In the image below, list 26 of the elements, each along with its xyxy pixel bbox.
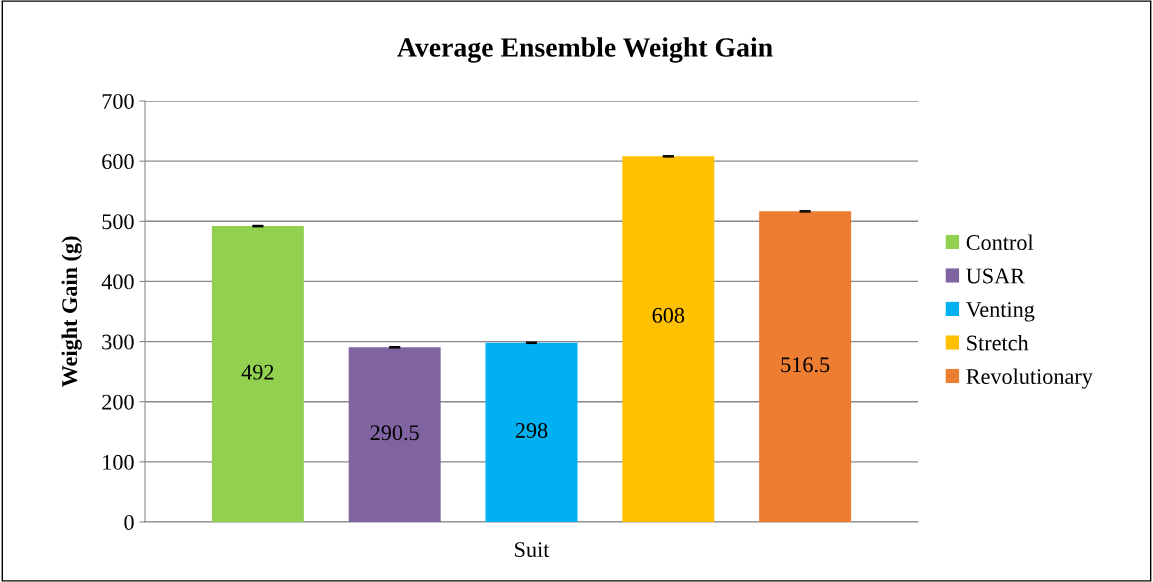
data-label: 516.5 [781, 357, 830, 373]
data-label: 492 [241, 364, 274, 380]
y-tick-label: 0 [124, 514, 134, 530]
y-tick-label: 700 [102, 93, 134, 109]
bar [759, 211, 852, 522]
legend-label: Revolutionary [966, 368, 1093, 389]
legend-label: Venting [965, 302, 1035, 322]
chart-title: Average Ensemble Weight Gain [397, 37, 773, 63]
bar [485, 342, 578, 522]
y-tick-label: 400 [101, 274, 134, 290]
y-tick-label: 500 [102, 214, 134, 230]
y-tick-label: 100 [103, 454, 134, 470]
legend-label: Stretch [967, 334, 1029, 351]
y-axis-title: Weight Gain (g) [61, 236, 82, 388]
bar [348, 347, 441, 522]
bar [211, 226, 304, 522]
y-tick-label: 600 [102, 154, 134, 170]
y-tick-label: 200 [102, 394, 134, 410]
legend-label: USAR [966, 268, 1025, 284]
data-label: 608 [652, 307, 685, 323]
x-tick-label: Suit [515, 542, 550, 558]
y-tick-label: 300 [102, 334, 134, 350]
bar [622, 156, 715, 522]
data-label: 290.5 [370, 425, 419, 441]
data-label: 298 [515, 422, 548, 438]
legend-label: Control [966, 234, 1034, 251]
